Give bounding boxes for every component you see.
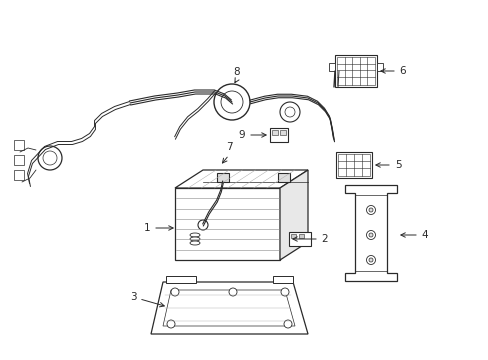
Text: 1: 1 <box>143 223 173 233</box>
Polygon shape <box>151 282 307 334</box>
Circle shape <box>171 288 179 296</box>
Circle shape <box>281 288 288 296</box>
Bar <box>290 234 295 238</box>
Text: 4: 4 <box>400 230 427 240</box>
Bar <box>272 276 292 283</box>
Circle shape <box>368 208 372 212</box>
Bar <box>217 173 228 182</box>
Circle shape <box>38 146 62 170</box>
Ellipse shape <box>190 233 200 237</box>
Bar <box>376 63 382 71</box>
Circle shape <box>368 233 372 237</box>
Circle shape <box>284 320 291 328</box>
Circle shape <box>167 320 175 328</box>
Bar <box>328 63 334 71</box>
Bar <box>175 188 280 260</box>
Circle shape <box>285 107 294 117</box>
Circle shape <box>43 151 57 165</box>
Circle shape <box>368 258 372 262</box>
Circle shape <box>198 220 207 230</box>
Text: 6: 6 <box>380 66 406 76</box>
Bar <box>298 234 304 238</box>
Text: 3: 3 <box>129 292 164 307</box>
Polygon shape <box>280 170 307 260</box>
Circle shape <box>366 230 375 239</box>
Polygon shape <box>345 185 396 281</box>
Text: 5: 5 <box>375 160 401 170</box>
Circle shape <box>280 102 299 122</box>
Bar <box>337 154 369 176</box>
Bar <box>335 152 371 178</box>
Polygon shape <box>175 170 307 188</box>
Bar <box>271 130 278 135</box>
Bar <box>278 173 289 182</box>
Text: 9: 9 <box>238 130 265 140</box>
Circle shape <box>366 256 375 265</box>
Bar <box>280 130 285 135</box>
Circle shape <box>214 84 249 120</box>
Circle shape <box>221 91 243 113</box>
Text: 7: 7 <box>225 142 232 152</box>
Ellipse shape <box>190 241 200 245</box>
Bar <box>269 128 287 142</box>
Text: 2: 2 <box>292 234 327 244</box>
Circle shape <box>366 206 375 215</box>
Text: 8: 8 <box>233 67 240 77</box>
Polygon shape <box>163 290 294 326</box>
Bar <box>14 140 24 150</box>
Bar <box>336 57 374 85</box>
Circle shape <box>228 288 237 296</box>
Bar <box>288 232 310 246</box>
Bar <box>14 170 24 180</box>
Ellipse shape <box>190 237 200 241</box>
Bar <box>334 55 376 87</box>
Bar <box>14 155 24 165</box>
Bar <box>165 276 196 283</box>
